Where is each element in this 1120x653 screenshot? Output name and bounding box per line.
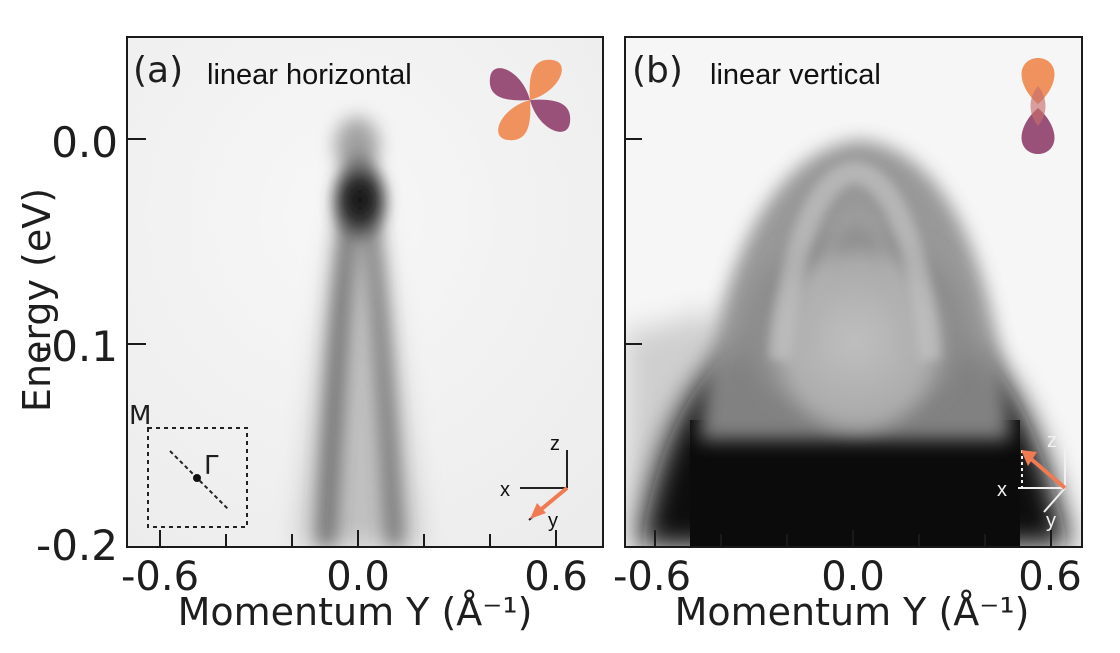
panel-b: -0.6 0.0 0.6 Momentum Y (Å⁻¹) (b) linear…	[613, 36, 1083, 634]
panel-a-y-ticks	[127, 138, 146, 345]
panel-a-x-tick-label-0: -0.6	[121, 554, 199, 600]
m-point-label: M	[129, 401, 151, 431]
panel-b-coordinate-axes: x z y	[997, 430, 1067, 532]
panel-a-x-tick-label-2: 0.6	[524, 554, 588, 600]
panel-b-axis-z-label: z	[1047, 430, 1057, 452]
panel-a-x-axis-label: Momentum Y (Å⁻¹)	[178, 590, 533, 634]
y-tick-label-0: 0.0	[51, 118, 118, 167]
panel-b-x-tick-label-1: 0.0	[821, 554, 885, 600]
panel-b-x-axis-label: Momentum Y (Å⁻¹)	[675, 590, 1030, 634]
panel-b-polarization-label: linear vertical	[710, 59, 881, 91]
panel-a-intensity-map	[127, 37, 603, 547]
panel-a-coordinate-axes: x z y	[500, 433, 569, 532]
panel-a-x-ticks	[159, 530, 557, 547]
y-tick-label-1: -0.1	[36, 322, 118, 371]
panel-a-x-tick-label-1: 0.0	[326, 554, 390, 600]
panel-a-label: (a)	[133, 50, 183, 91]
panel-a-frame	[126, 36, 604, 548]
axis-z-label: z	[550, 433, 560, 455]
gamma-point-label: Γ	[204, 451, 219, 481]
axis-x-label: x	[500, 479, 510, 501]
dxy-orbital-icon	[489, 59, 571, 141]
panel-b-x-tick-label-0: -0.6	[613, 554, 691, 600]
brillouin-zone-inset: M Γ	[129, 401, 248, 528]
y-tick-label-2: -0.2	[36, 521, 118, 570]
axis-y-label: y	[548, 510, 558, 532]
panel-b-label: (b)	[632, 50, 683, 91]
panel-b-axis-y-label: y	[1046, 510, 1056, 532]
panel-b-y-ticks	[625, 138, 642, 345]
pz-orbital-icon	[1021, 58, 1055, 154]
panel-a-polarization-label: linear horizontal	[207, 59, 412, 91]
panel-b-x-ticks	[654, 530, 1052, 547]
panel-b-intensity-map	[625, 37, 1082, 547]
y-axis-label: Energy (eV)	[15, 188, 59, 412]
panel-a: 0.0 -0.1 -0.2 -0.6 0.0 0.6 Momentum Y (Å…	[36, 36, 604, 634]
panel-b-axis-x-label: x	[997, 479, 1007, 501]
panel-b-x-tick-label-2: 0.6	[1018, 554, 1082, 600]
